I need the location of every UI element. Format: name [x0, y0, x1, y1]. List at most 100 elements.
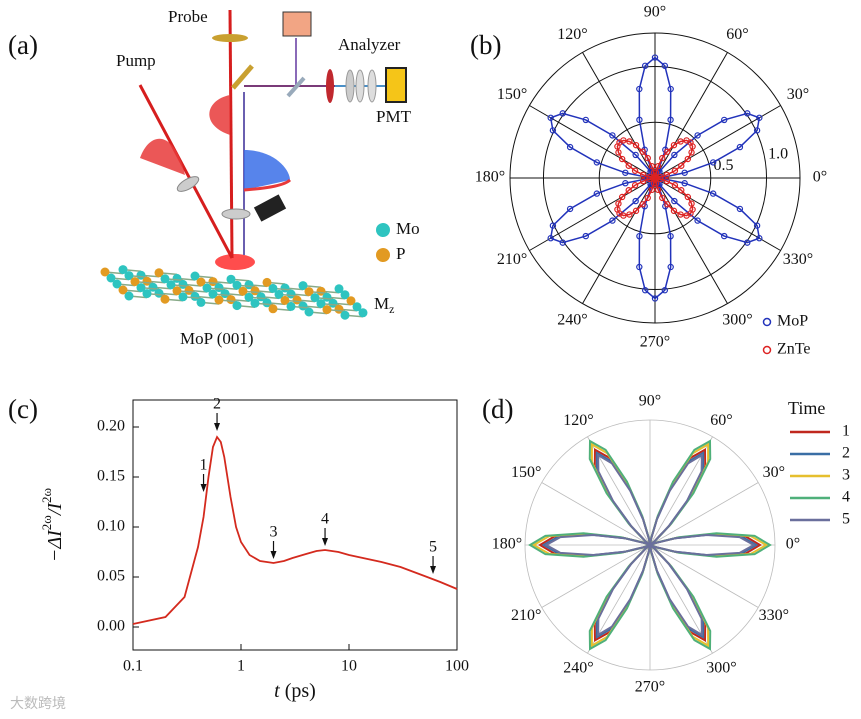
data-point	[677, 138, 684, 145]
p-label: P	[396, 244, 405, 263]
panel-label: (a)	[8, 30, 38, 60]
pump-pulse	[140, 138, 185, 175]
annotation-label: 5	[429, 539, 437, 556]
polarizer	[367, 69, 377, 103]
data-point	[721, 232, 728, 240]
atom	[124, 271, 134, 281]
filter	[326, 69, 334, 103]
angle-tick-label: 60°	[726, 26, 748, 43]
arrow-head	[430, 566, 437, 574]
data-point	[609, 132, 616, 139]
data-point	[644, 154, 651, 162]
data-point	[753, 222, 761, 229]
data-point	[625, 162, 632, 169]
data-point	[681, 169, 688, 176]
mo-atom-key	[376, 223, 390, 237]
atom	[304, 307, 314, 317]
x-label-part: (ps)	[280, 680, 316, 702]
data-point	[661, 62, 669, 69]
y-tick-label: 0.10	[97, 518, 125, 535]
atom	[202, 283, 212, 293]
annotation-label: 3	[270, 524, 278, 541]
data-point	[663, 177, 671, 185]
arrow-head	[200, 484, 207, 492]
angle-grid	[582, 52, 656, 179]
data-line	[132, 435, 458, 625]
pump-beam	[138, 84, 234, 259]
atom	[268, 283, 278, 293]
mo-label: Mo	[396, 219, 420, 238]
angle-tick-label: 120°	[563, 412, 593, 429]
radial-tick-label: 0.5	[714, 157, 734, 174]
atom	[178, 292, 188, 302]
angle-tick-label: 150°	[497, 86, 527, 103]
data-point	[618, 193, 626, 201]
atom	[196, 297, 206, 307]
data-point	[648, 186, 656, 194]
data-point	[639, 148, 646, 155]
data-point	[651, 295, 659, 302]
series-line	[538, 448, 762, 642]
angle-tick-label: 150°	[511, 464, 541, 481]
atom	[214, 295, 224, 305]
data-point	[622, 180, 629, 187]
angle-tick-label: 240°	[563, 660, 593, 677]
data-point	[654, 162, 662, 170]
atom	[280, 295, 290, 305]
atom	[250, 298, 260, 308]
data-point	[549, 222, 557, 229]
atom	[208, 289, 218, 299]
angle-tick-label: 90°	[639, 393, 661, 410]
atom	[154, 268, 164, 278]
data-point	[566, 143, 574, 151]
pmt-box	[385, 67, 407, 103]
angle-tick-label: 180°	[492, 536, 522, 553]
panel-label: (d)	[482, 394, 513, 424]
arrow-head	[322, 538, 329, 546]
data-point	[756, 235, 763, 242]
atom	[112, 279, 122, 289]
series-line	[528, 439, 772, 651]
angle-grid	[654, 52, 728, 179]
atom	[160, 294, 170, 304]
angle-tick-label: 240°	[557, 312, 587, 329]
polarizer	[345, 69, 355, 103]
m-label-sub: z	[389, 302, 394, 316]
atom	[142, 289, 152, 299]
data-point	[641, 62, 649, 69]
data-point	[654, 186, 662, 194]
legend-label: 3	[842, 467, 850, 484]
data-point	[609, 217, 616, 224]
beam-dump	[253, 194, 287, 222]
data-point	[721, 116, 728, 124]
angle-grid	[649, 544, 759, 608]
legend-title: Time	[788, 398, 825, 418]
data-point	[622, 169, 629, 176]
x-axis-label: t (ps)	[274, 680, 316, 702]
data-point	[639, 177, 647, 185]
data-point	[636, 263, 643, 271]
data-point	[632, 151, 639, 159]
atom	[352, 302, 362, 312]
atom	[160, 274, 170, 284]
data-point	[559, 110, 566, 117]
data-point	[684, 193, 692, 201]
legend-label: 2	[842, 445, 850, 462]
data-point	[632, 207, 640, 215]
lens	[212, 34, 248, 42]
data-point	[744, 110, 751, 117]
angle-tick-label: 120°	[557, 26, 587, 43]
atom	[262, 277, 272, 287]
radial-tick-label: 1.0	[768, 145, 788, 162]
angle-tick-label: 330°	[783, 251, 813, 268]
atom	[232, 301, 242, 311]
x-tick-label: 10	[341, 658, 357, 675]
atom	[196, 277, 206, 287]
data-point	[694, 217, 701, 224]
atom	[100, 267, 110, 277]
x-tick-label: 1	[237, 658, 245, 675]
data-point	[667, 85, 674, 93]
data-point	[652, 174, 660, 182]
data-point	[753, 127, 761, 134]
data-point	[688, 149, 695, 156]
